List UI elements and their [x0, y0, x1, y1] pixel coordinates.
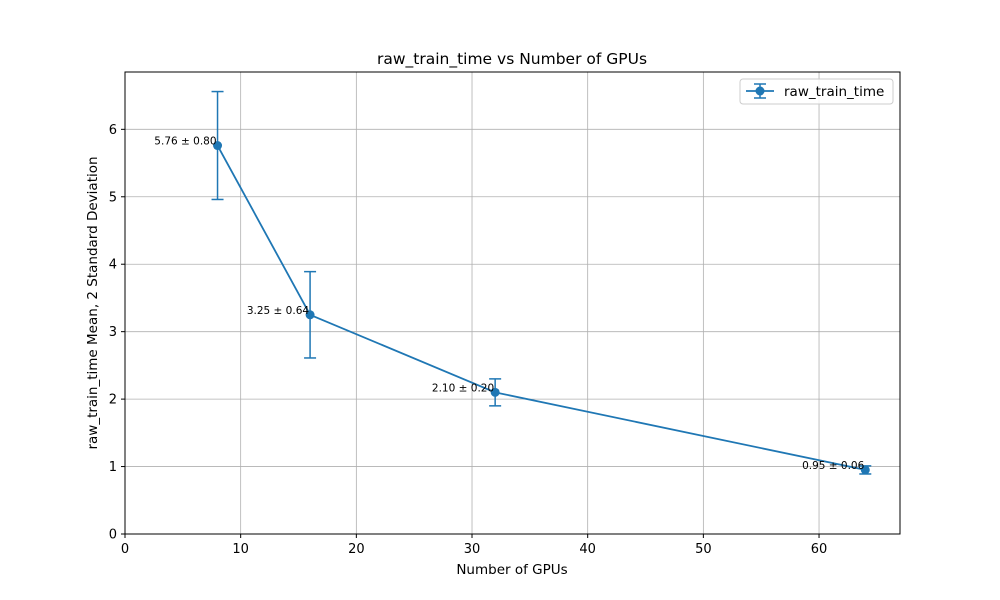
legend-marker [755, 86, 765, 96]
grid-lines [124, 72, 900, 535]
y-tick-label: 5 [109, 190, 117, 205]
chart-title: raw_train_time vs Number of GPUs [377, 50, 647, 69]
y-tick-label: 3 [109, 325, 117, 340]
data-point [305, 310, 315, 320]
plot-frame [124, 71, 901, 535]
data-point [860, 465, 870, 475]
y-tick-label: 6 [109, 123, 117, 138]
y-axis-title: raw_train_time Mean, 2 Standard Deviatio… [85, 156, 101, 449]
axis-ticks: 0 10 20 30 40 50 60 0 1 2 3 4 5 6 [109, 123, 828, 557]
series-line [216, 145, 866, 471]
y-tick-label: 1 [109, 460, 117, 475]
y-tick-label: 2 [109, 393, 117, 408]
legend-swatch [746, 83, 774, 99]
data-point [213, 141, 223, 151]
legend-box [739, 78, 894, 105]
y-tick-label: 4 [109, 258, 117, 273]
data-label: 2.10 ± 0.20 [432, 382, 494, 394]
x-tick-label: 10 [232, 542, 249, 557]
series-raw-train-time: 5.76 ± 0.80 3.25 ± 0.64 2.10 ± 0.20 0.95 ± … [154, 90, 872, 475]
legend: raw_train_time [739, 78, 894, 105]
y-tick-label: 0 [109, 528, 117, 543]
x-tick-label: 0 [121, 542, 129, 557]
data-label: 5.76 ± 0.80 [154, 136, 216, 148]
x-tick-label: 20 [348, 542, 365, 557]
data-point [490, 387, 500, 397]
x-tick-label: 50 [695, 542, 712, 557]
x-axis-title: Number of GPUs [456, 562, 567, 578]
data-label: 0.95 ± 0.06 [802, 460, 865, 472]
legend-label: raw_train_time [784, 84, 884, 100]
x-tick-label: 60 [811, 542, 828, 557]
x-tick-label: 30 [464, 542, 481, 557]
x-tick-label: 40 [579, 542, 596, 557]
data-label: 3.25 ± 0.64 [247, 305, 310, 317]
